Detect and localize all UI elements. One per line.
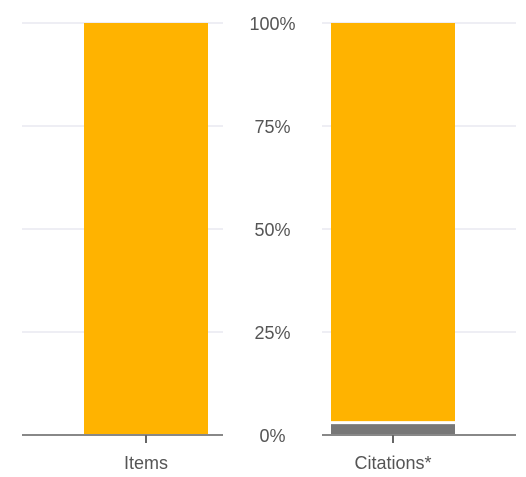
bar-citations--segment-0[interactable] [331, 424, 455, 434]
y-tick-label-100: 100% [249, 14, 295, 34]
y-tick-label-25: 25% [254, 323, 290, 343]
x-tick-labels: Items Citations* [124, 453, 432, 473]
y-tick-label-0: 0% [259, 426, 285, 446]
x-tick-label-0: Items [124, 453, 168, 473]
bar-items-segment-1[interactable] [84, 23, 208, 434]
y-tick-labels: 0% 25% 50% 75% 100% [249, 14, 295, 446]
x-axis [22, 434, 516, 443]
bar-citations--segment-1[interactable] [331, 23, 455, 422]
x-tick-label-1: Citations* [354, 453, 431, 473]
bars [84, 23, 455, 434]
y-tick-label-50: 50% [254, 220, 290, 240]
y-tick-label-75: 75% [254, 117, 290, 137]
